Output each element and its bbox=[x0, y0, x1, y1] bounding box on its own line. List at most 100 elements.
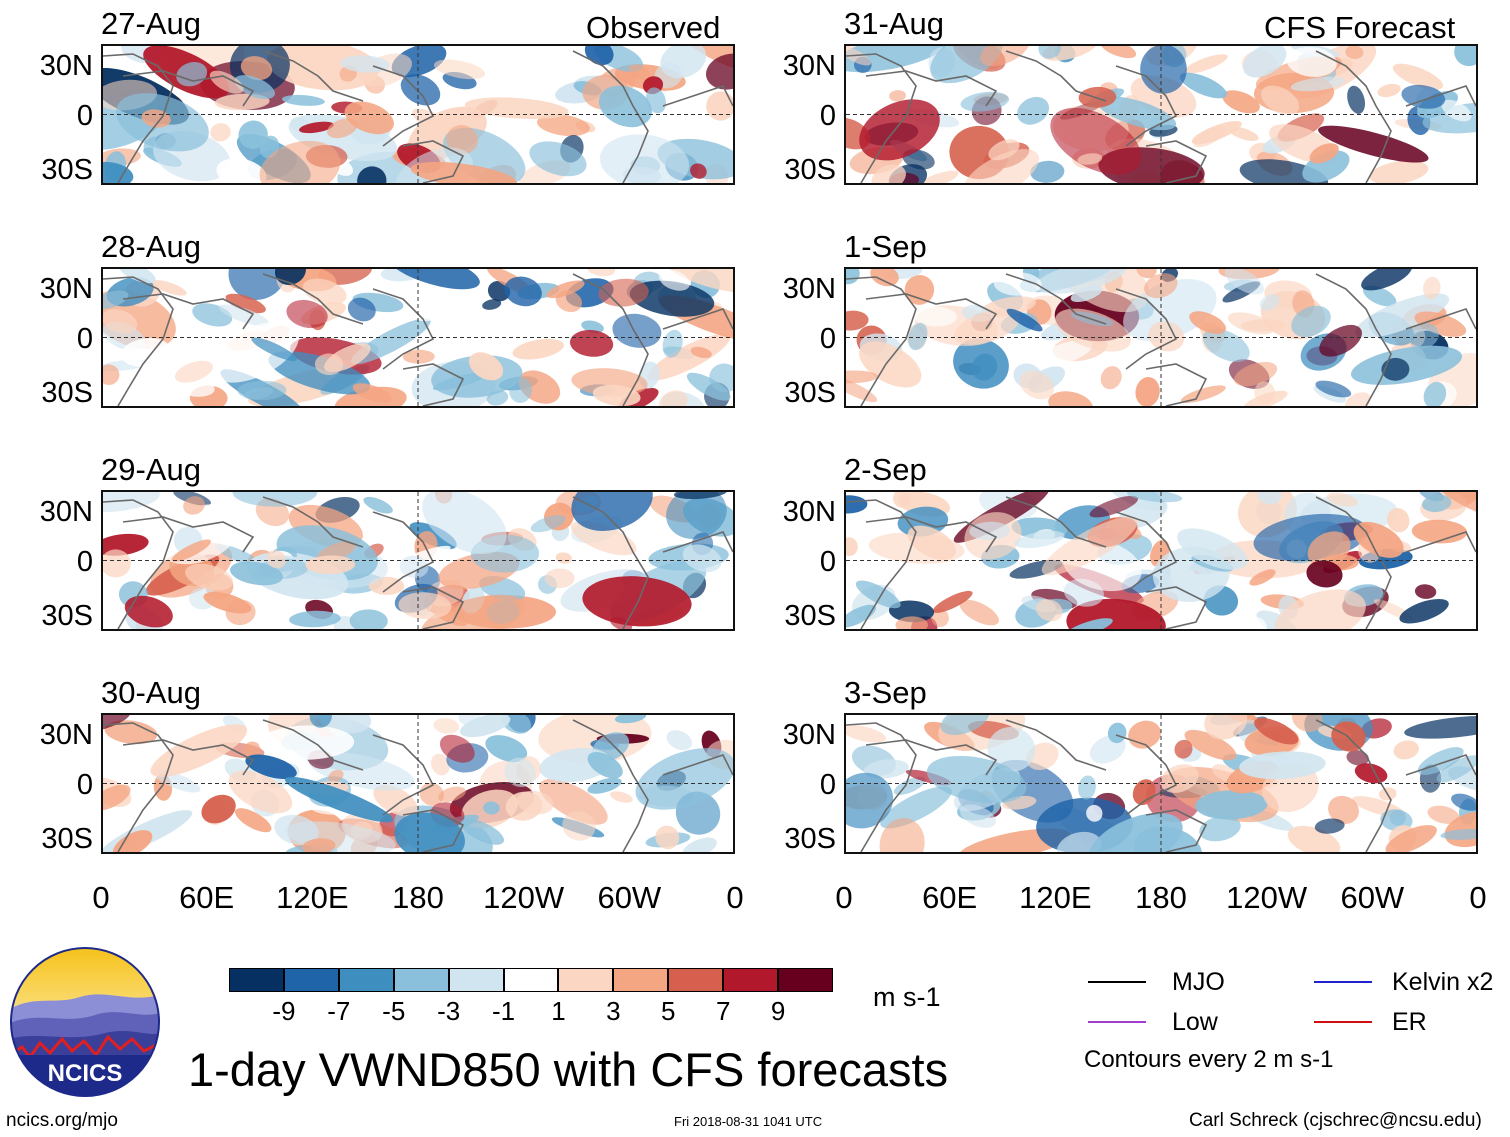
wind-anomaly bbox=[599, 134, 690, 183]
wind-anomaly bbox=[394, 812, 465, 852]
wind-anomaly bbox=[439, 734, 475, 763]
wind-anomaly bbox=[686, 372, 731, 401]
wind-anomaly bbox=[969, 521, 1011, 541]
coastline bbox=[846, 276, 917, 406]
wind-anomaly bbox=[314, 353, 344, 376]
wind-anomaly bbox=[400, 74, 441, 106]
coastline bbox=[1115, 65, 1178, 147]
wind-anomaly bbox=[328, 769, 344, 783]
wind-anomaly bbox=[1070, 285, 1103, 303]
legend-low: Low bbox=[1172, 1008, 1218, 1036]
wind-anomaly bbox=[1174, 739, 1193, 759]
wind-anomaly bbox=[1411, 519, 1468, 544]
map-panel bbox=[101, 44, 735, 185]
wind-anomaly bbox=[1097, 96, 1177, 131]
wind-anomaly bbox=[1189, 311, 1226, 334]
wind-anomaly bbox=[512, 338, 564, 360]
footer-url[interactable]: ncics.org/mjo bbox=[6, 1110, 118, 1131]
wind-anomaly bbox=[1328, 795, 1359, 824]
coastline bbox=[103, 722, 174, 852]
coastline bbox=[1405, 531, 1476, 553]
wind-anomaly bbox=[930, 46, 1003, 84]
wind-anomaly bbox=[926, 755, 1027, 804]
wind-anomaly bbox=[1401, 84, 1446, 109]
wind-anomaly bbox=[1191, 120, 1242, 145]
wind-anomaly bbox=[846, 724, 887, 743]
vwind-field bbox=[846, 492, 1476, 629]
wind-anomaly bbox=[1315, 380, 1352, 398]
wind-anomaly bbox=[1319, 324, 1362, 357]
wind-anomaly bbox=[1030, 160, 1065, 183]
coastline bbox=[1145, 363, 1208, 406]
wind-anomaly bbox=[587, 777, 622, 794]
wind-anomaly bbox=[1421, 494, 1452, 513]
wind-anomaly bbox=[240, 56, 273, 81]
wind-anomaly bbox=[118, 269, 156, 284]
coastline bbox=[402, 140, 465, 183]
wind-anomaly bbox=[171, 539, 211, 562]
wind-anomaly bbox=[302, 838, 336, 852]
wind-anomaly bbox=[678, 46, 733, 72]
wind-anomaly bbox=[1195, 790, 1268, 820]
wind-anomaly bbox=[274, 269, 307, 285]
wind-anomaly bbox=[1423, 276, 1441, 300]
colorbar-tick: -7 bbox=[327, 996, 351, 1026]
lat-tick: 30S bbox=[784, 600, 836, 632]
colorbar bbox=[229, 968, 833, 994]
coastline bbox=[1005, 50, 1107, 102]
coastline bbox=[372, 734, 435, 816]
coastline bbox=[402, 809, 465, 852]
wind-anomaly bbox=[879, 817, 925, 852]
coastline bbox=[846, 499, 917, 629]
lat-tick: 0 bbox=[819, 100, 836, 132]
wind-anomaly bbox=[846, 376, 878, 403]
panel-date: 29-Aug bbox=[101, 452, 201, 487]
wind-anomaly bbox=[1346, 750, 1369, 766]
coastline bbox=[572, 273, 649, 406]
wind-anomaly bbox=[1436, 163, 1460, 178]
coastline bbox=[103, 499, 174, 629]
lat-tick: 0 bbox=[819, 323, 836, 355]
wind-anomaly bbox=[1050, 107, 1142, 175]
lat-tick: 0 bbox=[819, 546, 836, 578]
legend-kelvin: Kelvin x2 bbox=[1392, 968, 1494, 996]
wind-anomaly bbox=[216, 158, 267, 183]
wind-anomaly bbox=[846, 772, 894, 829]
wind-anomaly bbox=[1126, 492, 1183, 503]
coastline bbox=[262, 273, 364, 325]
wind-anomaly bbox=[422, 492, 507, 555]
wind-anomaly bbox=[907, 525, 956, 560]
wind-anomaly bbox=[327, 118, 358, 139]
lat-tick: 30S bbox=[41, 600, 93, 632]
wind-anomaly bbox=[151, 280, 187, 296]
map-panel bbox=[844, 490, 1478, 631]
wind-anomaly bbox=[201, 794, 236, 824]
coastline bbox=[1405, 85, 1476, 107]
wind-anomaly bbox=[1259, 294, 1280, 311]
wind-anomaly bbox=[1291, 305, 1331, 338]
wind-anomaly bbox=[1361, 269, 1413, 291]
coastline bbox=[122, 739, 255, 776]
wind-anomaly bbox=[1414, 311, 1467, 337]
wind-anomaly bbox=[846, 370, 879, 384]
wind-anomaly bbox=[960, 91, 1010, 112]
wind-anomaly bbox=[662, 329, 683, 358]
wind-anomaly bbox=[460, 818, 505, 845]
wind-anomaly bbox=[1314, 818, 1345, 834]
colorbar-swatch bbox=[613, 968, 669, 992]
wind-anomaly bbox=[690, 346, 712, 359]
vwind-field bbox=[103, 715, 733, 852]
wind-anomaly bbox=[1326, 492, 1358, 507]
wind-anomaly bbox=[347, 297, 376, 322]
colorbar-swatch bbox=[229, 968, 284, 992]
wind-anomaly bbox=[1199, 815, 1241, 842]
lat-tick: 30N bbox=[39, 50, 93, 82]
wind-anomaly bbox=[1036, 599, 1063, 622]
wind-anomaly bbox=[959, 599, 999, 626]
wind-anomaly bbox=[265, 550, 287, 569]
wind-anomaly bbox=[1426, 492, 1476, 520]
wind-anomaly bbox=[1318, 125, 1429, 163]
wind-anomaly bbox=[1148, 321, 1185, 352]
lat-tick: 0 bbox=[819, 769, 836, 801]
coastline bbox=[1315, 50, 1392, 183]
